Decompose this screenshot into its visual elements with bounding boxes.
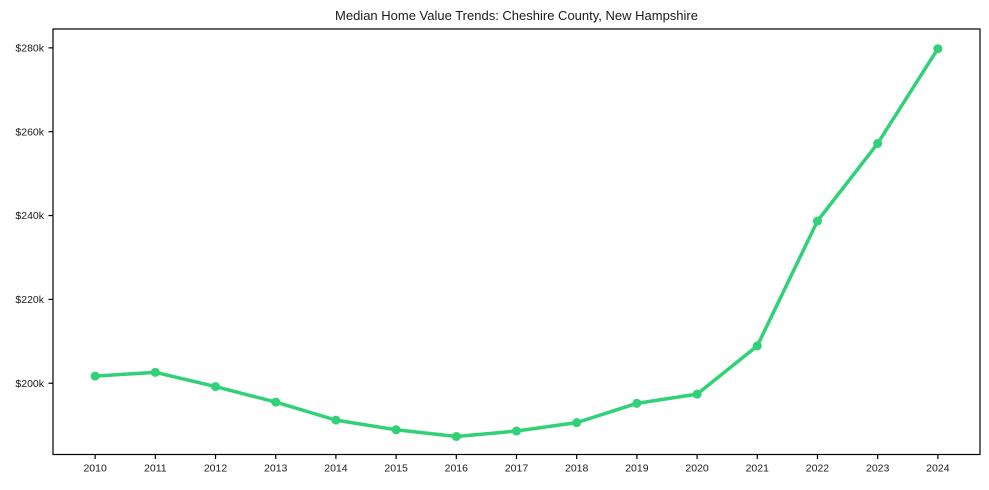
data-point <box>391 425 401 435</box>
y-tick-label: $200k <box>15 378 44 390</box>
data-point <box>933 44 943 54</box>
data-point <box>150 367 160 377</box>
x-tick-label: 2013 <box>264 463 288 475</box>
data-point <box>90 371 100 381</box>
data-point <box>211 382 221 392</box>
data-point <box>451 431 461 441</box>
x-tick-label: 2024 <box>926 463 950 475</box>
data-point <box>331 415 341 425</box>
y-tick-label: $220k <box>15 294 44 306</box>
x-tick-label: 2017 <box>505 463 529 475</box>
x-tick-label: 2012 <box>204 463 228 475</box>
x-tick-label: 2021 <box>746 463 770 475</box>
x-tick-label: 2019 <box>625 463 649 475</box>
data-point <box>512 426 521 436</box>
x-tick-label: 2023 <box>866 463 890 475</box>
x-tick-label: 2016 <box>445 463 469 475</box>
trend-line <box>93 46 940 439</box>
y-tick-label: $240k <box>15 210 44 222</box>
x-tick-label: 2018 <box>565 463 589 475</box>
data-point <box>812 216 822 226</box>
x-tick-label: 2011 <box>144 463 167 475</box>
data-point <box>692 389 702 399</box>
data-point <box>632 398 642 408</box>
plot-frame <box>52 28 981 456</box>
x-tick-label: 2010 <box>83 463 107 475</box>
x-tick-label: 2014 <box>324 463 348 475</box>
chart-title: Median Home Value Trends: Cheshire Count… <box>335 8 698 23</box>
data-point <box>271 397 281 407</box>
data-point <box>873 138 883 148</box>
data-point <box>572 418 582 428</box>
x-tick-label: 2022 <box>806 463 830 475</box>
x-tick-label: 2015 <box>384 463 408 475</box>
data-point <box>752 341 762 351</box>
y-tick-label: $260k <box>15 126 44 138</box>
y-tick-label: $280k <box>15 42 44 54</box>
x-tick-label: 2020 <box>685 463 709 475</box>
